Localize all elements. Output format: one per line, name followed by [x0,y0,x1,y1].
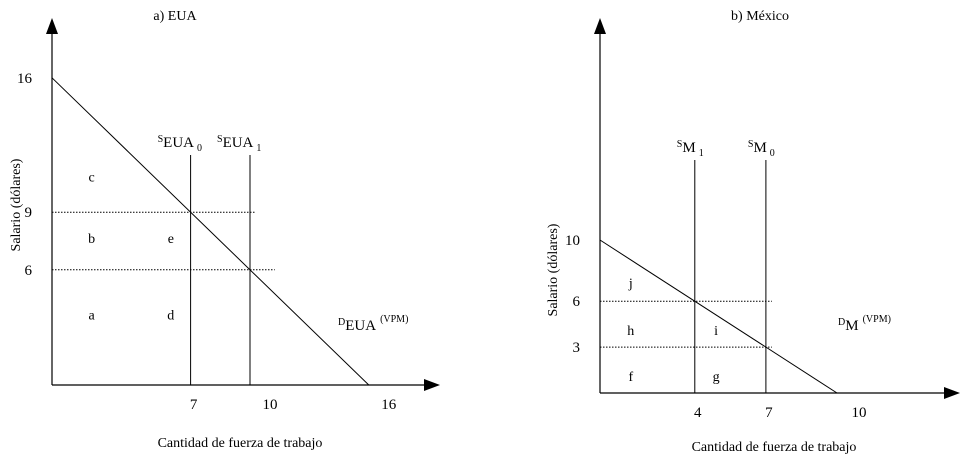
y-axis-arrow-mexico [594,18,606,34]
y-axis-label-mexico: Salario (dólares) [546,223,561,316]
area-label-e: e [168,232,174,247]
y-tick-label-mexico-10: 10 [565,233,580,249]
y-tick-label-eua-16: 16 [17,71,33,87]
y-tick-label-mexico-3: 3 [573,340,581,356]
y-axis-label-eua: Salario (dólares) [9,158,24,251]
x-axis-label-mexico: Cantidad de fuerza de trabajo [692,440,857,455]
area-label-g: g [713,370,720,385]
area-label-b: b [88,232,95,247]
supply-label-mexico-0: SM 0 [748,139,775,159]
demand-label-eua: DEUA (VPM) [338,314,408,334]
area-label-f: f [628,370,633,385]
chart-title-eua: a) EUA [153,9,197,24]
x-tick-label-mexico-7: 7 [765,405,773,421]
x-tick-label-mexico-10: 10 [852,405,867,421]
demand-label-mexico: DM (VPM) [838,314,891,334]
x-tick-label-eua-7: 7 [190,397,198,413]
demand-line-mexico [599,239,838,394]
y-tick-label-mexico-6: 6 [573,294,581,310]
x-tick-label-eua-10: 10 [263,397,278,413]
y-tick-label-eua-6: 6 [25,263,33,279]
x-axis-arrow-mexico [944,387,960,399]
area-label-a: a [88,309,95,324]
x-tick-label-mexico-4: 4 [694,405,702,421]
demand-line-eua [51,77,370,386]
area-label-d: d [167,309,174,324]
chart-title-mexico: b) México [731,9,789,24]
area-label-j: j [628,276,633,291]
chart-panel-eua: a) EUA Salario (dólares) Cantidad de fue… [9,9,440,451]
x-axis-label-eua: Cantidad de fuerza de trabajo [158,436,323,451]
y-axis-arrow-eua [46,18,58,34]
x-axis-arrow-eua [424,379,440,391]
area-label-h: h [627,324,634,339]
area-label-i: i [714,324,718,339]
supply-label-mexico-1: SM 1 [677,139,704,159]
chart-panel-mexico: b) México Salario (dólares) Cantidad de … [546,9,960,455]
y-tick-label-eua-9: 9 [25,205,33,221]
area-label-c: c [88,170,94,185]
supply-label-eua-0: SEUA 0 [158,134,202,154]
supply-label-eua-1: SEUA 1 [217,134,261,154]
x-tick-label-eua-16: 16 [381,397,397,413]
